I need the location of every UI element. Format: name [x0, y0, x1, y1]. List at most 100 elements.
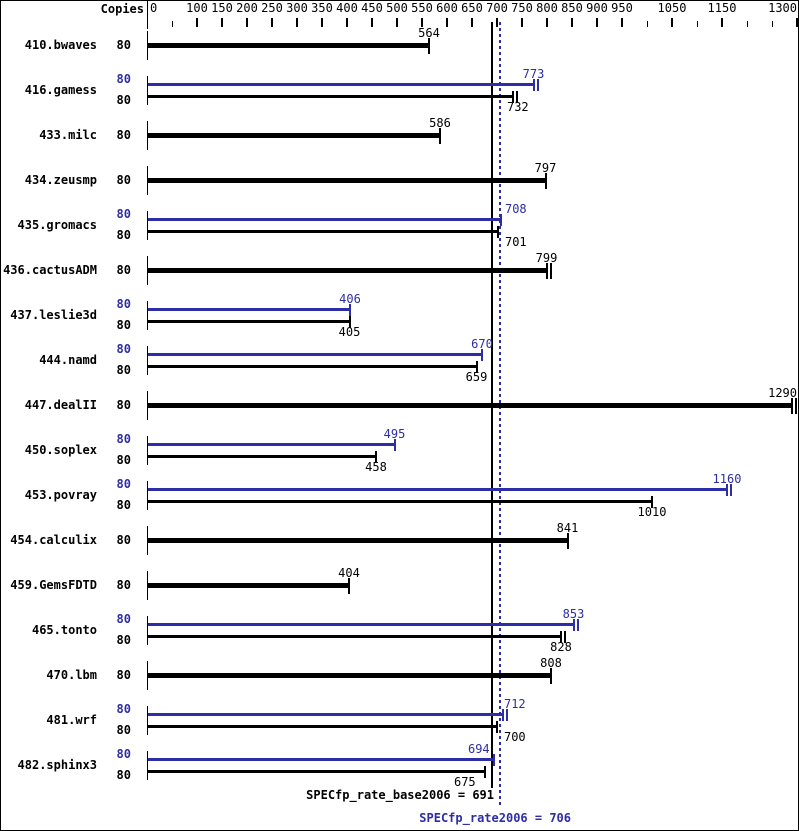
base-copies-label: 80 [116, 767, 131, 782]
base-value-label: 808 [540, 656, 562, 670]
axis-tick-label: 300 [286, 1, 308, 15]
bar-cap [726, 483, 728, 496]
base-value-label: 404 [338, 566, 360, 580]
axis-tick-label: 100 [186, 1, 208, 15]
peak-bar [148, 488, 728, 491]
bar-cap [483, 765, 486, 778]
benchmark-label: 416.gamess [24, 83, 97, 97]
base-bar [148, 500, 653, 503]
axis-tick-label: 350 [311, 1, 333, 15]
row-axis-segment [147, 751, 148, 780]
axis-tick [521, 18, 523, 27]
axis-tick [196, 18, 198, 27]
bar-cap [532, 78, 535, 91]
base-bar [148, 770, 486, 773]
bar-cap [496, 720, 498, 733]
base-bar [148, 365, 478, 368]
peak-value-label: 406 [339, 291, 361, 306]
peak-summary-label: SPECfp_rate2006 = 706 [419, 811, 571, 825]
bar-cap [791, 397, 793, 414]
row-axis-segment [147, 31, 148, 60]
base-bar [148, 320, 351, 323]
axis-minor-tick [647, 21, 648, 27]
peak-bar [148, 83, 535, 86]
axis-tick [221, 18, 223, 27]
bar-cap [428, 37, 430, 54]
copies-label: 80 [116, 263, 131, 277]
benchmark-label: 437.leslie3d [10, 308, 97, 322]
peak-copies-label: 80 [116, 746, 131, 761]
peak-bar [148, 308, 351, 311]
bar-cap-run-tick [730, 483, 732, 496]
row-axis-segment [147, 256, 148, 285]
base-bar [148, 725, 498, 728]
peak-copies-label: 80 [116, 431, 131, 446]
base-copies-label: 80 [116, 362, 131, 377]
peak-bar [148, 353, 483, 356]
bar-cap-run-tick [536, 78, 539, 91]
peak-bar [148, 758, 495, 761]
base-bar [148, 133, 441, 138]
axis-tick-label: 700 [486, 1, 508, 15]
axis-tick [246, 18, 248, 27]
axis-tick [296, 18, 298, 27]
peak-value-label: 708 [504, 201, 527, 216]
peak-bar [148, 623, 575, 626]
base-copies-label: 80 [116, 632, 131, 647]
bar-cap [439, 127, 441, 144]
axis-minor-tick [772, 21, 773, 27]
axis-tick [321, 18, 323, 27]
peak-value-label: 712 [503, 696, 526, 711]
bar-cap [348, 315, 351, 328]
axis-tick-label: 400 [336, 1, 358, 15]
bar-cap [572, 618, 575, 631]
bar-cap [496, 225, 499, 238]
copies-label: 80 [116, 668, 131, 682]
peak-value-label: 670 [471, 336, 493, 351]
peak-copies-label: 80 [116, 611, 131, 626]
bar-cap [651, 495, 653, 508]
base-value-label: 586 [429, 116, 451, 130]
benchmark-label: 459.GemsFDTD [10, 578, 97, 592]
peak-bar [148, 218, 502, 221]
base-value-label: 732 [506, 99, 529, 114]
base-bar [148, 635, 562, 638]
copies-label: 80 [116, 578, 131, 592]
axis-tick-label: 650 [461, 1, 483, 15]
row-axis-segment [147, 616, 148, 645]
axis-tick-label: 1150 [707, 1, 737, 15]
axis-tick-label: 900 [586, 1, 608, 15]
axis-tick [446, 18, 448, 27]
peak-copies-label: 80 [116, 476, 131, 491]
bar-cap [545, 262, 548, 279]
benchmark-label: 444.namd [39, 353, 97, 367]
peak-copies-label: 80 [116, 71, 131, 86]
bar-cap [393, 438, 396, 451]
axis-tick-label: 600 [436, 1, 458, 15]
base-bar [148, 95, 514, 98]
benchmark-label: 410.bwaves [24, 38, 97, 52]
bar-cap [566, 532, 569, 549]
axis-tick [796, 18, 798, 27]
axis-tick [471, 18, 473, 27]
peak-value-label: 694 [467, 741, 490, 756]
peak-copies-label: 80 [116, 296, 131, 311]
axis-tick-label: 1300 [768, 1, 797, 15]
peak-copies-label: 80 [116, 701, 131, 716]
peak-copies-label: 80 [116, 341, 131, 356]
row-axis-segment [147, 301, 148, 330]
benchmark-label: 453.povray [24, 488, 97, 502]
base-copies-label: 80 [116, 92, 131, 107]
base-bar [148, 583, 350, 588]
peak-value-label: 1160 [712, 471, 742, 486]
bar-cap [500, 213, 502, 226]
bar-cap [560, 630, 562, 643]
base-value-label: 701 [504, 234, 527, 249]
base-value-label: 405 [338, 324, 361, 339]
copies-label: 80 [116, 398, 131, 412]
axis-minor-tick [172, 21, 173, 27]
axis-minor-tick [697, 21, 698, 27]
axis-tick-label: 1050 [657, 1, 687, 15]
base-value-label: 1290 [768, 386, 797, 400]
base-copies-label: 80 [116, 452, 131, 467]
